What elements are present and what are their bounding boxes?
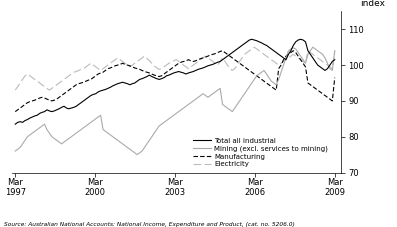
Legend: Total all industrial, Mining (excl. services to mining), Manufacturing, Electric: Total all industrial, Mining (excl. serv… — [193, 138, 328, 168]
Y-axis label: index: index — [360, 0, 385, 8]
Text: Source: Australian National Accounts: National Income, Expenditure and Product, : Source: Australian National Accounts: Na… — [4, 222, 295, 227]
